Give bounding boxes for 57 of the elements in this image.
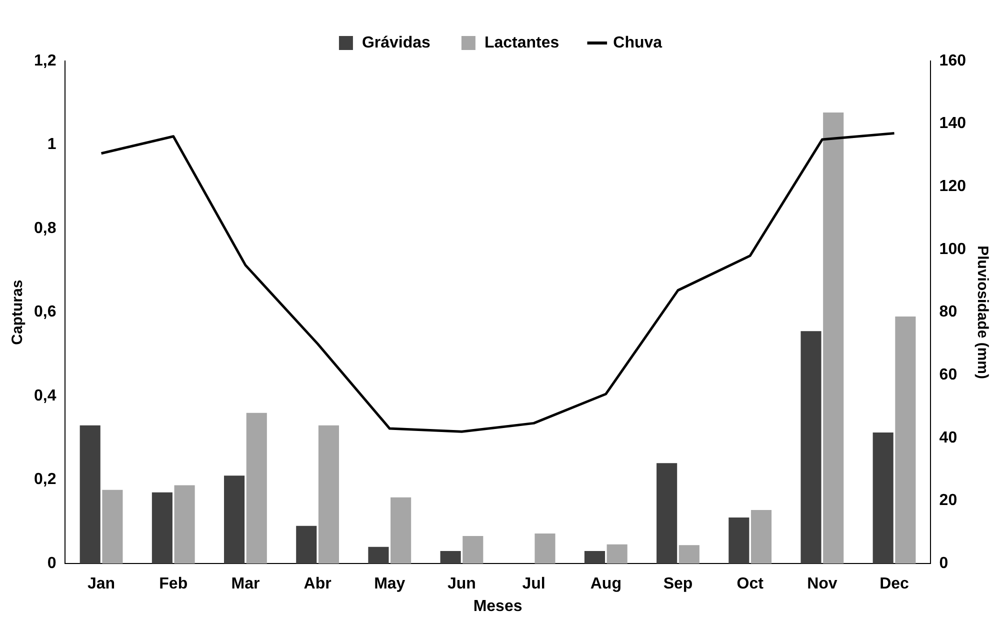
y2-tick-label: 80 (939, 304, 958, 321)
bar (800, 331, 822, 564)
bar (152, 492, 172, 564)
bar (584, 551, 606, 564)
y-axis-title: Capturas (9, 280, 26, 345)
bar (174, 485, 195, 564)
y2-tick-label: 40 (939, 429, 958, 446)
y2-tick-label: 140 (939, 115, 966, 132)
y-tick-label: 0,8 (34, 220, 56, 237)
y-tick-label: 1,2 (34, 52, 56, 70)
x-tick-label: Jan (87, 576, 116, 593)
bar (224, 476, 245, 564)
y-tick-label: 0,4 (34, 387, 56, 404)
y2-tick-label: 160 (939, 52, 966, 70)
legend-label: Lactantes (484, 34, 560, 52)
x-tick-label: Dec (880, 576, 910, 593)
bar (750, 510, 772, 564)
x-tick-label: May (374, 576, 406, 593)
y2-tick-label: 60 (939, 366, 958, 384)
x-tick-label: Jun (448, 576, 476, 593)
bar (728, 518, 750, 564)
bar (296, 526, 317, 564)
x-tick-label: Abr (304, 576, 332, 593)
bar (390, 497, 412, 564)
bar (462, 536, 484, 564)
bar (80, 425, 100, 564)
x-tick-label: Mar (231, 576, 260, 593)
x-tick-label: Sep (663, 576, 693, 593)
bar (440, 551, 461, 564)
bar (823, 112, 844, 564)
y2-axis-title: Pluviosidade (mm) (974, 246, 991, 379)
bar (246, 412, 267, 564)
y-tick-label: 0,6 (34, 304, 56, 321)
bar (534, 533, 556, 564)
y-tick-label: 0,2 (34, 471, 56, 488)
x-tick-label: Nov (807, 576, 838, 593)
y2-tick-label: 100 (939, 240, 966, 258)
bar (606, 544, 628, 564)
x-tick-label: Feb (159, 576, 188, 593)
bar (872, 432, 894, 564)
bar (368, 546, 389, 564)
bar (895, 316, 916, 564)
legend-label: Chuva (613, 34, 662, 52)
bar (102, 490, 123, 564)
x-tick-label: Aug (590, 576, 622, 593)
bar (678, 545, 700, 564)
bar (656, 463, 678, 564)
y2-tick-label: 0 (939, 555, 948, 572)
x-axis-title: Meses (473, 598, 522, 615)
y-tick-label: 1 (47, 136, 56, 154)
y-tick-label: 0 (47, 555, 56, 572)
bar (318, 425, 340, 564)
y2-tick-label: 120 (939, 178, 966, 196)
legend-label: Grávidas (362, 34, 431, 52)
x-tick-label: Oct (736, 576, 764, 593)
x-tick-label: Jul (522, 576, 546, 593)
y2-tick-label: 20 (939, 492, 958, 510)
